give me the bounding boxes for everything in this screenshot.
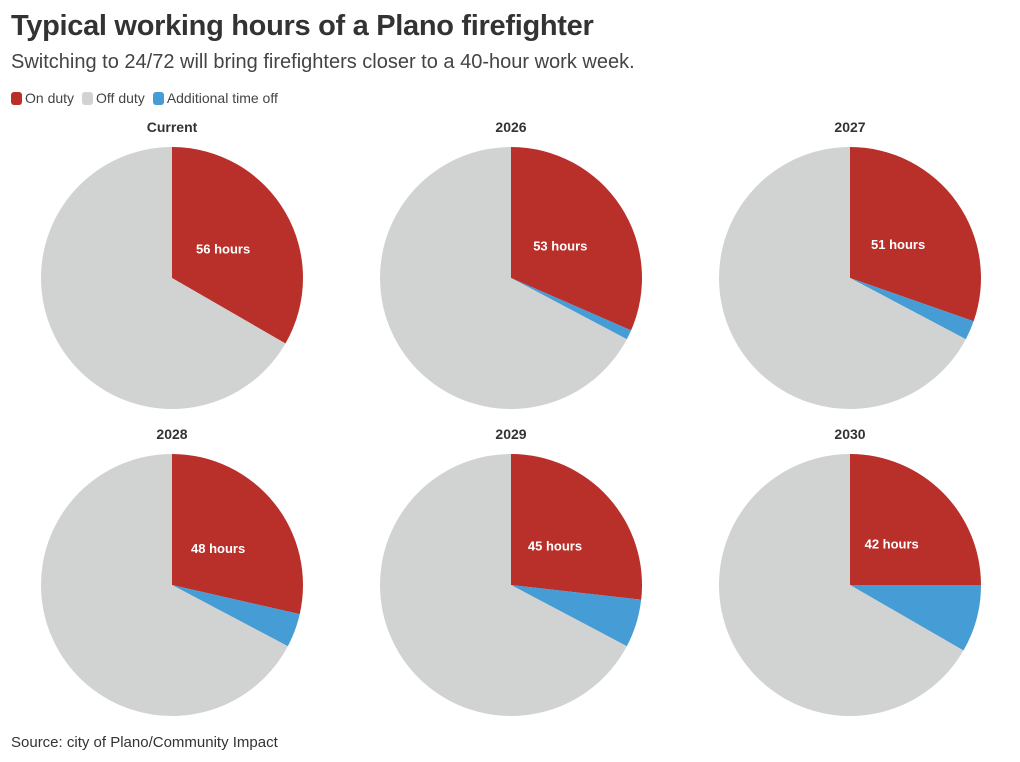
pie-slice-additional-time-off [850, 585, 981, 651]
pie-slice-on-duty [850, 146, 982, 322]
pie-title: 2030 [834, 426, 865, 442]
pie-title: 2029 [495, 426, 526, 442]
pie-data-label: 56 hours [196, 242, 250, 257]
pie-slice-off-duty [379, 454, 627, 717]
pie-chart-2028: 2028 48 hours [40, 426, 304, 717]
pie-chart-2027: 2027 51 hours [718, 119, 982, 409]
chart-subtitle: Switching to 24/72 will bring firefighte… [11, 51, 635, 73]
pie-slice-additional-time-off [511, 278, 632, 340]
pie-slice-additional-time-off [850, 278, 974, 340]
pie-chart-2030: 2030 42 hours [719, 426, 981, 716]
legend-label-additional-time-off: Additional time off [166, 90, 278, 106]
pie-data-label: 53 hours [533, 239, 587, 254]
pie-slice-on-duty [172, 147, 304, 344]
legend-label-on-duty: On duty [25, 90, 75, 106]
legend-item-on-duty: On duty [11, 90, 74, 106]
pie-slice-off-duty [379, 147, 627, 409]
pie-title: Current [147, 119, 198, 135]
pie-data-label: 42 hours [865, 536, 919, 551]
legend: On duty Off duty Additional time off [11, 90, 286, 106]
pie-slice-off-duty [719, 453, 964, 716]
pie-slice-additional-time-off [511, 585, 642, 647]
legend-swatch-on-duty [11, 91, 22, 105]
pie-chart-2029: 2029 45 hours [379, 426, 643, 717]
pie-slice-on-duty [172, 454, 304, 615]
chart-title: Typical working hours of a Plano firefig… [11, 10, 594, 42]
pie-slice-on-duty [511, 147, 643, 331]
legend-item-off-duty: Off duty [82, 90, 145, 106]
pie-data-label: 48 hours [191, 541, 245, 556]
pie-data-label: 45 hours [528, 539, 582, 554]
legend-swatch-additional-time-off [152, 91, 164, 105]
pie-slice-on-duty [511, 454, 643, 600]
source-note: Source: city of Plano/Community Impact [11, 734, 278, 751]
legend-item-additional-time-off: Additional time off [152, 90, 278, 106]
pie-title: 2028 [156, 426, 187, 442]
pie-slice-off-duty [718, 147, 966, 409]
pie-slice-off-duty [40, 454, 288, 717]
pie-slice-off-duty [41, 146, 286, 409]
pie-title: 2027 [834, 119, 865, 135]
legend-swatch-off-duty [82, 91, 94, 105]
pie-chart-current: Current 56 hours [41, 119, 304, 409]
pie-title: 2026 [495, 119, 526, 135]
pie-data-label: 51 hours [871, 237, 925, 252]
legend-label-off-duty: Off duty [96, 90, 145, 106]
pie-chart-2026: 2026 53 hours [379, 119, 643, 409]
pie-slice-on-duty [850, 454, 981, 585]
pie-slice-additional-time-off [172, 585, 300, 647]
